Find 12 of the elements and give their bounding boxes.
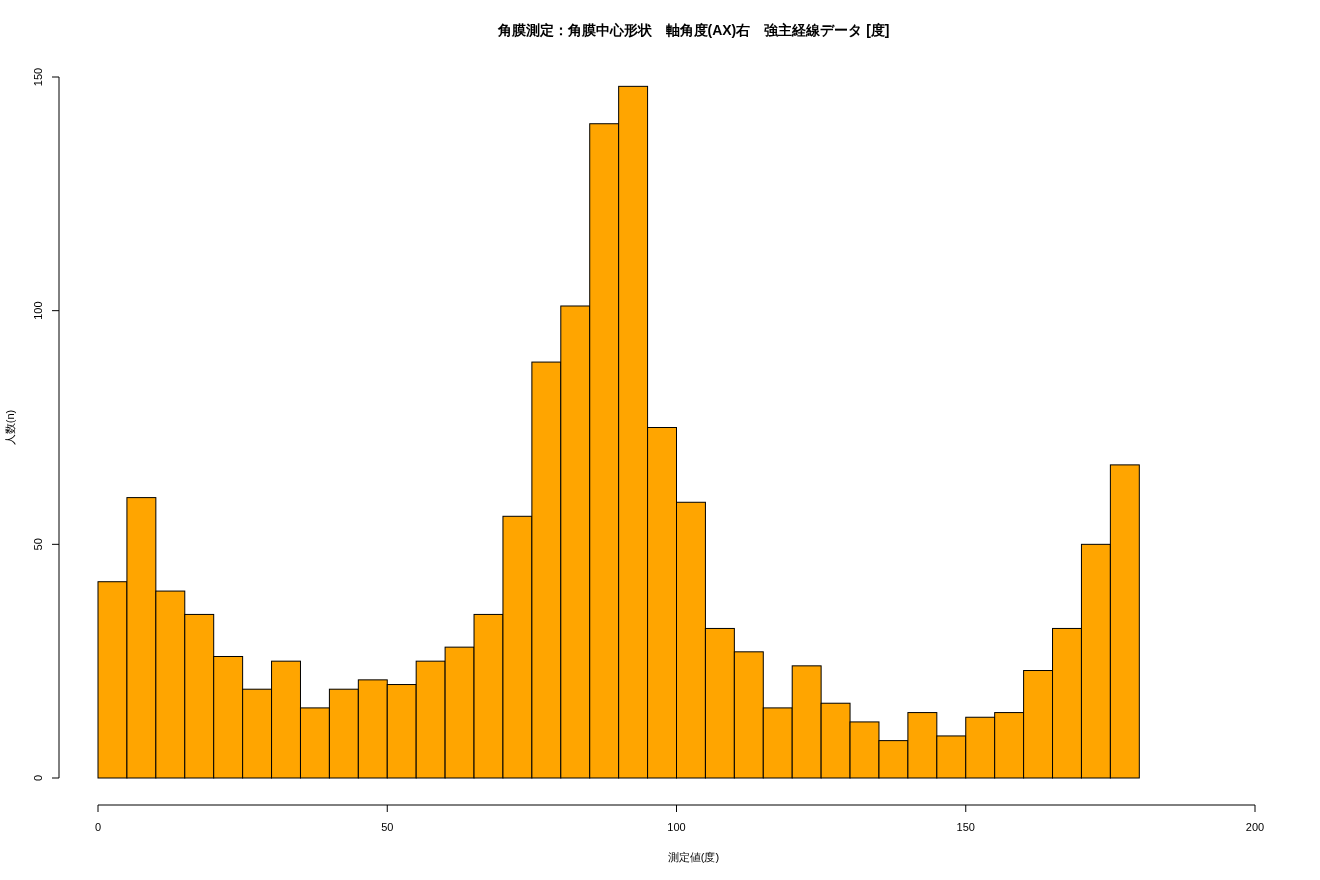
x-axis-title: 測定値(度) <box>667 851 720 863</box>
x-tick-label: 0 <box>94 821 102 833</box>
x-tick-label: 200 <box>1245 821 1265 833</box>
y-tick-label: 50 <box>32 538 44 551</box>
chart-title: 角膜測定：角膜中心形状 軸角度(AX)右 強主経線データ [度] <box>496 22 890 38</box>
y-tick-label: 100 <box>32 301 44 320</box>
y-tick-label: 0 <box>32 774 44 782</box>
x-tick-label: 150 <box>956 821 975 833</box>
y-axis-title: 人数(n) <box>4 409 16 446</box>
y-tick-label: 150 <box>32 67 44 87</box>
x-tick-label: 100 <box>667 821 686 833</box>
x-tick-label: 50 <box>381 821 394 833</box>
